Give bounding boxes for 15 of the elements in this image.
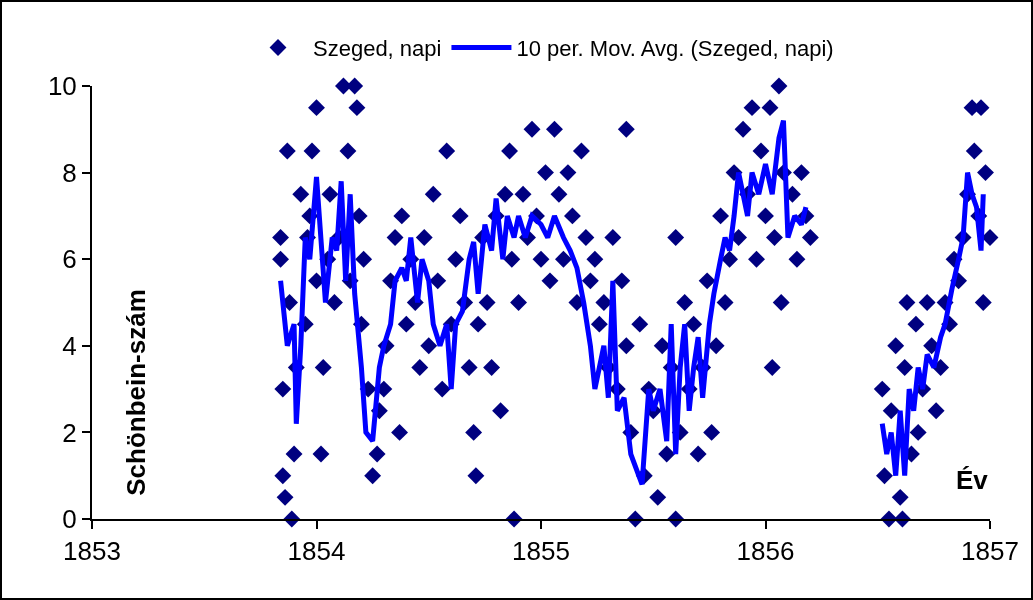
legend-label: 10 per. Mov. Avg. (Szeged, napi) [516,36,834,62]
x-tick-label: 1853 [63,536,121,567]
y-tick-label: 10 [47,71,77,102]
legend-label: Szeged, napi [313,36,442,62]
y-tick-label: 6 [62,244,77,275]
y-tick-label: 8 [62,157,77,188]
y-axis-title: Schönbein-szám [121,289,152,496]
y-tick-label: 4 [62,330,77,361]
x-tick-label: 1855 [512,536,570,567]
y-tick-label: 0 [62,504,77,535]
y-tick-label: 2 [62,417,77,448]
x-tick-label: 1854 [287,536,346,567]
x-tick-label: 1857 [961,536,1019,567]
x-axis-title: Év [956,465,989,495]
x-tick-label: 1856 [736,536,795,567]
